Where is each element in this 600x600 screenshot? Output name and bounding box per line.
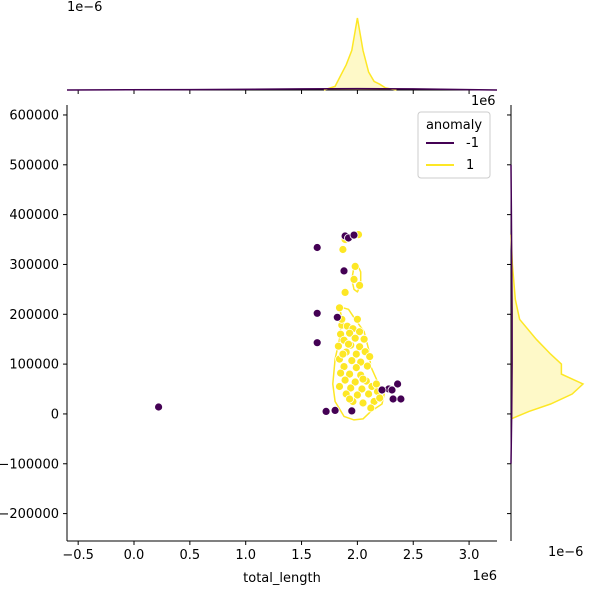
scatter-point	[364, 389, 374, 399]
scatter-point	[393, 379, 403, 389]
scatter-point	[335, 382, 344, 391]
scatter-point	[345, 394, 355, 404]
scatter-point	[350, 261, 360, 271]
scatter-point	[347, 356, 357, 366]
right-marginal-kde: 1e6	[471, 94, 585, 541]
x-tick-label: −0.5	[62, 548, 94, 563]
scatter-point	[349, 230, 359, 240]
top-marginal-kde	[66, 17, 498, 94]
legend-label: 1	[466, 158, 474, 173]
scatter-point	[365, 352, 375, 362]
legend-entries: -11	[426, 136, 479, 173]
scatter-point	[321, 406, 331, 416]
scatter-point	[355, 280, 365, 290]
scatter-point	[355, 342, 365, 352]
scatter-point	[340, 375, 350, 385]
legend-box	[417, 111, 491, 179]
legend: anomaly -11	[417, 111, 491, 179]
scatter-point	[351, 363, 361, 373]
x-tick-label: 2.0	[347, 548, 368, 563]
scatter-point	[375, 393, 385, 403]
legend-label: -1	[466, 136, 479, 151]
right-marginal-line	[510, 164, 513, 464]
top-marginal-line	[323, 17, 397, 91]
y-tick-label: 400000	[9, 208, 59, 223]
x-tick-label: 2.5	[403, 548, 424, 563]
scatter-point	[330, 405, 340, 415]
scatter-point	[359, 334, 369, 344]
scatter-point	[357, 384, 367, 394]
y-tick-label: −100000	[0, 457, 59, 472]
y-tick-label: 300000	[9, 258, 59, 273]
scatter-point	[312, 243, 322, 252]
right-marginal-line	[510, 234, 585, 420]
scatter-point	[358, 374, 368, 384]
main-scatter-plot: −0.5 0.0 0.5 1.0 1.5 2.0 2.5 3.0 −200000 −100000…	[0, 105, 497, 586]
scatter-point	[355, 327, 365, 337]
right-marginal-fill	[511, 234, 583, 419]
scatter-point	[340, 287, 350, 297]
scatter-point	[312, 338, 322, 348]
scatter-point	[333, 341, 343, 351]
scatter-point	[332, 312, 342, 322]
scatter-point	[377, 385, 387, 395]
x-tick-label: 3.0	[459, 548, 480, 563]
top-marginal-line	[66, 87, 498, 91]
scatter-point	[358, 398, 368, 408]
scatter-point	[335, 303, 344, 313]
legend-title: anomaly	[426, 118, 482, 133]
scatter-point	[154, 402, 164, 412]
y-tick-label: 600000	[9, 108, 59, 123]
x-tick-label: 1.0	[235, 548, 256, 563]
scatter-point	[350, 333, 360, 343]
scatter-point	[312, 308, 322, 318]
scatter-point	[371, 379, 381, 389]
y-tick-label: 200000	[9, 308, 59, 323]
scatter-point	[345, 369, 355, 379]
scatter-point	[352, 314, 362, 324]
scatter-point	[362, 361, 372, 371]
x-axis-offset-label: 1e6	[472, 569, 497, 584]
right-top-offset-label: 1e6	[471, 94, 496, 109]
scatter-point	[347, 406, 357, 416]
scatter-point	[388, 394, 398, 404]
scatter-point	[366, 403, 376, 413]
x-tick-label: 0.0	[124, 548, 145, 563]
scatter-point	[344, 339, 353, 349]
y-axis: −200000 −100000 0 100000 200000 300000 400000 5…	[0, 108, 67, 522]
scatter-point	[338, 245, 348, 254]
y-tick-label: −200000	[0, 507, 59, 522]
scatter-point	[387, 385, 397, 395]
scatter-point	[350, 377, 360, 387]
y-tick-label: 500000	[9, 158, 59, 173]
scatter-point	[351, 349, 361, 359]
x-tick-label: 1.5	[291, 548, 312, 563]
scatter-points	[154, 230, 406, 416]
x-axis: −0.5 0.0 0.5 1.0 1.5 2.0 2.5 3.0	[62, 541, 479, 563]
y-tick-label: 100000	[9, 358, 59, 373]
scatter-point	[349, 274, 359, 284]
scatter-point	[336, 368, 346, 378]
scatter-point	[346, 383, 356, 393]
top-marginal-offset-label: 1e−6	[67, 0, 102, 15]
scatter-point	[339, 266, 349, 276]
right-marginal-offset-label: 1e−6	[548, 545, 583, 560]
y-tick-label: 0	[51, 407, 59, 422]
scatter-point	[345, 328, 355, 338]
scatter-point	[338, 349, 348, 359]
scatter-point	[396, 394, 406, 404]
x-axis-title: total_length	[243, 571, 321, 586]
scatter-point	[352, 390, 362, 400]
top-marginal-fill	[323, 18, 397, 90]
x-tick-label: 0.5	[180, 548, 201, 563]
